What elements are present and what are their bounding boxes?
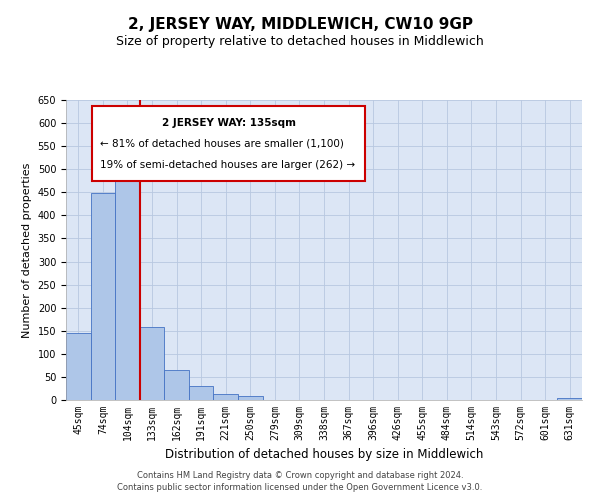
Text: 2 JERSEY WAY: 135sqm: 2 JERSEY WAY: 135sqm bbox=[161, 118, 296, 128]
Text: ← 81% of detached houses are smaller (1,100): ← 81% of detached houses are smaller (1,… bbox=[100, 139, 343, 149]
Text: Size of property relative to detached houses in Middlewich: Size of property relative to detached ho… bbox=[116, 35, 484, 48]
Bar bbox=[140, 327, 164, 400]
Bar bbox=[557, 398, 582, 400]
Bar bbox=[66, 333, 91, 400]
Bar bbox=[115, 166, 140, 400]
Bar bbox=[164, 370, 189, 400]
Bar bbox=[214, 394, 238, 400]
FancyBboxPatch shape bbox=[92, 106, 365, 181]
Text: 2, JERSEY WAY, MIDDLEWICH, CW10 9GP: 2, JERSEY WAY, MIDDLEWICH, CW10 9GP bbox=[128, 18, 473, 32]
Bar bbox=[189, 386, 214, 400]
X-axis label: Distribution of detached houses by size in Middlewich: Distribution of detached houses by size … bbox=[165, 448, 483, 462]
Text: Contains HM Land Registry data © Crown copyright and database right 2024.
Contai: Contains HM Land Registry data © Crown c… bbox=[118, 471, 482, 492]
Bar bbox=[238, 396, 263, 400]
Y-axis label: Number of detached properties: Number of detached properties bbox=[22, 162, 32, 338]
Text: 19% of semi-detached houses are larger (262) →: 19% of semi-detached houses are larger (… bbox=[100, 160, 355, 170]
Bar bbox=[91, 193, 115, 400]
